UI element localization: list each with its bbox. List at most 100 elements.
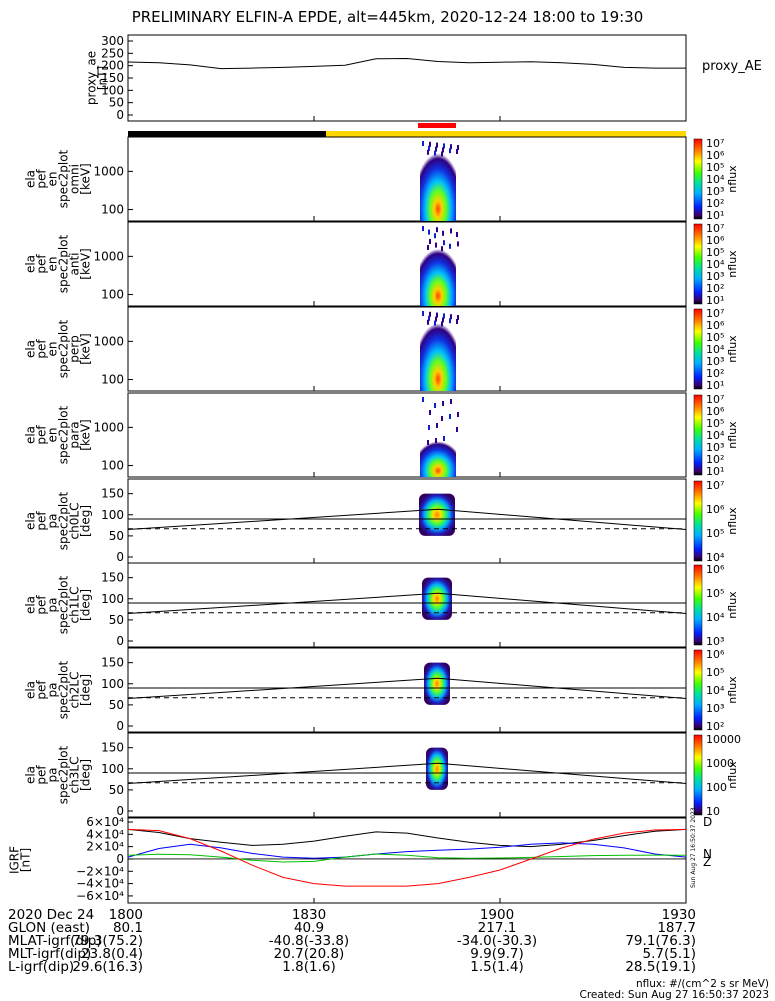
spec-omni-ylabel-line: spec2plot [57,149,71,208]
spec-anti-ylabel-line: en [46,257,60,272]
spec-anti-ytick-label: 100 [101,288,124,302]
spec-anti-colorbar-label: nflux [726,250,739,278]
spec-para-speckle [434,403,436,408]
footer-value: 80.1 [112,920,143,936]
spec-perp-colorbar [693,308,703,390]
pa-ch1LC-ytick-label: 150 [101,571,124,585]
igrf-legend-Z: Z [703,855,711,869]
spec-omni-ytick-label: 1000 [93,164,124,178]
spec-para-speckle [450,399,452,404]
igrf-legend-D: D [703,815,712,829]
spec-omni-speckle [457,145,459,150]
footer-row-label: 2020 Dec 24 [8,907,95,923]
igrf-ylabel: IGRF[nT] [8,846,33,874]
spec-perp-speckle [449,318,451,324]
spec-perp-speckle [429,311,431,317]
spec-omni-speckle [435,146,437,152]
footer-value: 1930 [661,907,696,923]
footer-value: 9.9(9.7) [470,946,524,962]
ae-ylabel: proxy_ae[nT] [85,51,110,105]
spec-para-ytick-label: 1000 [93,420,124,434]
shadow-bar [128,131,326,137]
igrf-ylabel-line: [nT] [19,848,33,872]
pa-ch3LC-colorbar-label-text: nflux [726,761,739,789]
pa-ch3LC-colorbar-tick: 10000 [706,733,741,746]
footer-value: 40.9 [293,920,325,936]
spec-anti-speckle [450,228,452,234]
spec-para-speckle [443,436,445,441]
spec-para-speckle [436,423,438,428]
footer-value: 1.5(1.4) [470,959,524,975]
pa-ch2LC-colorbar-tick: 10⁶ [706,648,725,661]
side-timestamp-text: Sun Aug 27 16:50:37 2023 [690,807,697,888]
spec-para-ylabel-line: ela [24,426,38,444]
pa-ch1LC-colorbar [693,564,703,646]
spec-perp-colorbar-tick: 10⁶ [706,319,725,332]
pa-ch1LC-ytick-label: 100 [101,592,124,606]
spec-omni-colorbar-label-text: nflux [726,165,739,193]
spec-perp-frame [127,306,687,392]
pa-ch0LC-ylabel-line: ela [24,512,38,530]
pa-ch1LC-ylabel-line: spec2plot [57,575,71,634]
footer-value: 1.8(1.6) [282,959,336,975]
spec-para-colorbar [693,394,703,476]
pa-ch1LC-colorbar-tick: 10⁵ [706,587,724,600]
spec-omni-speckle [429,141,431,147]
pa-ch3LC-ylabel-line: pa [46,768,60,783]
pa-ch0LC-ytick-label: 50 [109,529,124,543]
spec-perp-ylabel-line: ela [24,340,38,358]
spec-anti-colorbar-tick: 10⁷ [706,222,724,235]
spec-omni-ytick-label: 100 [101,203,124,217]
spec-omni-speckle [434,150,436,156]
spec-omni-colorbar-tick: 10¹ [706,209,724,222]
spec-omni-colorbar-tick: 10⁴ [706,173,725,186]
pa-ch3LC-ylabel-line: ela [24,766,38,784]
ae-ylabel-line: [nT] [96,66,110,90]
pa-ch3LC-ylabel-line: pef [35,765,49,785]
spec-perp-spectrogram [420,311,459,391]
spec-anti-ylabel-line: pef [35,254,49,274]
pa-ch0LC-ytick-label: 100 [101,508,124,522]
spec-para-speckle [435,438,437,443]
igrf-ytick-label: −2×10⁴ [76,864,124,878]
footer-row-label: MLAT-igrf(dip) [8,933,102,949]
pa-ch2LC-ylabel-line: spec2plot [57,660,71,719]
spec-para-ylabel-line: en [46,428,60,443]
spec-perp-speckle [422,311,424,316]
igrf-legend-N: N [703,847,712,861]
spec-omni-speckle [428,145,430,151]
footer-row-label: MLT-igrf(dip) [8,946,92,962]
spec-anti-ylabel-line: anti [68,253,82,276]
spec-omni-speckle [436,142,438,148]
spec-perp-colorbar-tick: 10¹ [706,379,724,392]
spec-omni-speckle [449,148,451,154]
pa-ch3LC-colorbar-tick: 10 [706,805,720,818]
igrf-ylabel-line: IGRF [8,846,22,874]
spec-para-colorbar-label: nflux [726,421,739,449]
pa-ch1LC-ylabel-line: pef [35,595,49,615]
spec-anti-speckle [422,226,424,231]
pa-ch1LC-colorbar-tick: 10³ [706,635,724,648]
spec-para-frame [127,392,687,478]
igrf-ytick-label: 0 [116,852,124,866]
pa-ch0LC-ylabel-line: [deg] [79,505,93,537]
igrf-ytick-label: −6×10⁴ [76,889,124,903]
spec-anti-colorbar-tick: 10⁶ [706,234,725,247]
ae-ytick-label: 200 [101,59,124,73]
footer-value: 5.7(5.1) [642,946,696,962]
spec-perp-colorbar-label: nflux [726,335,739,363]
spec-perp-speckle [441,321,443,327]
pa-ch3LC-colorbar-label: nflux [726,761,739,789]
spec-omni-ylabel-line: omni [68,164,82,194]
pa-ch1LC-ylabel-line: pa [46,598,60,613]
pa-ch2LC-ylabel-line: pa [46,683,60,698]
pa-ch0LC-colorbar-tick: 10⁵ [706,527,724,540]
spec-omni-frame [127,136,687,222]
pa-ch3LC-anti-losscone-curve [127,762,687,785]
spec-anti-speckle [442,230,444,236]
spec-perp-ylabel-line: spec2plot [57,319,71,378]
spec-para-colorbar-tick: 10⁵ [706,417,724,430]
